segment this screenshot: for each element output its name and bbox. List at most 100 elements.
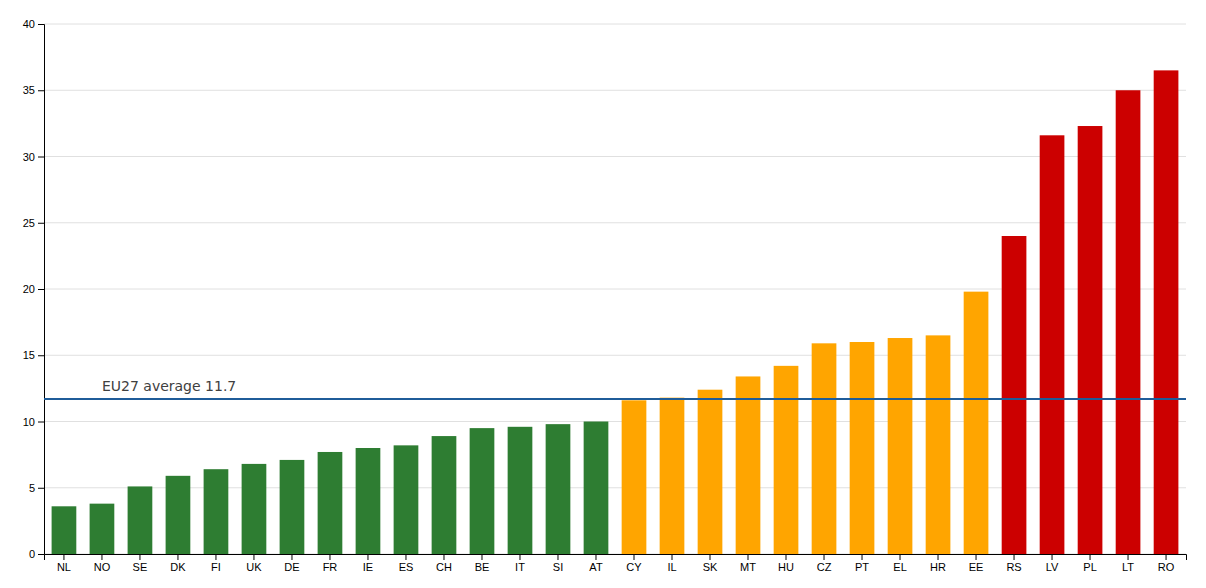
y-tick: 10 <box>23 416 44 428</box>
y-tick: 20 <box>23 283 44 295</box>
x-tick-label: NL <box>57 561 71 573</box>
y-tick: 40 <box>23 18 44 30</box>
x-tick: FI <box>211 554 221 573</box>
bar <box>964 292 989 554</box>
x-tick-label: IT <box>515 561 525 573</box>
x-tick: CY <box>626 554 642 573</box>
x-tick-mark <box>557 554 558 560</box>
y-tick: 30 <box>23 151 44 163</box>
x-tick-mark <box>710 554 711 560</box>
x-tick: RO <box>1158 554 1175 573</box>
y-tick-mark <box>38 488 44 489</box>
x-tick: RS <box>1006 554 1021 573</box>
x-tick-label: FI <box>211 561 221 573</box>
x-tick-label: NO <box>94 561 111 573</box>
x-tick: MT <box>740 554 756 573</box>
x-tick-mark <box>1090 554 1091 560</box>
x-tick-label: SK <box>703 561 718 573</box>
bar <box>280 460 305 554</box>
x-tick: DK <box>170 554 186 573</box>
average-line <box>44 398 1186 400</box>
x-tick-label: HU <box>778 561 794 573</box>
x-tick-label: MT <box>740 561 756 573</box>
y-tick-label: 40 <box>23 18 35 30</box>
x-tick-mark <box>748 554 749 560</box>
grid-line <box>44 24 1186 25</box>
y-tick-label: 25 <box>23 217 35 229</box>
chart: 0510152025303540NLNOSEDKFIUKDEFRIEESCHBE… <box>0 0 1206 588</box>
bar <box>1078 126 1103 554</box>
bar <box>622 400 647 554</box>
x-tick: EL <box>893 554 906 573</box>
x-tick: UK <box>246 554 262 573</box>
x-tick-mark <box>405 554 406 560</box>
x-tick-mark <box>291 554 292 560</box>
bar <box>394 445 419 554</box>
bar <box>584 422 609 555</box>
x-tick: CZ <box>817 554 832 573</box>
y-tick-label: 5 <box>29 482 35 494</box>
x-tick-label: LT <box>1122 561 1134 573</box>
x-tick-mark <box>519 554 520 560</box>
x-tick-label: SI <box>553 561 563 573</box>
x-tick: IE <box>363 554 373 573</box>
x-tick: NO <box>94 554 111 573</box>
y-tick: 0 <box>29 548 44 560</box>
y-tick-label: 35 <box>23 84 35 96</box>
bar <box>128 486 153 554</box>
y-tick-label: 20 <box>23 283 35 295</box>
x-tick-label: LV <box>1046 561 1059 573</box>
x-tick-mark <box>215 554 216 560</box>
bar <box>508 427 533 554</box>
x-tick: EE <box>969 554 984 573</box>
x-tick-label: AT <box>589 561 603 573</box>
marks <box>44 70 1186 554</box>
x-tick-mark <box>634 554 635 560</box>
bar <box>850 342 875 554</box>
x-tick: SE <box>133 554 148 573</box>
bar <box>736 376 761 554</box>
y-tick-label: 0 <box>29 548 35 560</box>
y-tick-mark <box>38 24 44 25</box>
average-label: EU27 average 11.7 <box>102 378 236 394</box>
y-tick-mark <box>38 90 44 91</box>
x-tick-mark <box>367 554 368 560</box>
bar <box>356 448 381 554</box>
x-tick-label: PL <box>1083 561 1096 573</box>
grid <box>44 24 1186 554</box>
x-tick-mark <box>101 554 102 560</box>
y-tick-label: 10 <box>23 416 35 428</box>
x-tick-label: BE <box>475 561 490 573</box>
x-tick: ES <box>399 554 414 573</box>
y-axis-line <box>38 25 45 555</box>
bar <box>432 436 457 554</box>
x-tick-label: EE <box>969 561 984 573</box>
grid-line <box>44 156 1186 157</box>
x-tick: BE <box>475 554 490 573</box>
bar <box>166 476 191 554</box>
x-tick: IL <box>667 554 676 573</box>
bar <box>90 504 115 554</box>
x-tick-mark <box>1166 554 1167 560</box>
grid-line <box>44 90 1186 91</box>
bar <box>698 390 723 554</box>
y-tick-mark <box>38 554 44 555</box>
x-tick-mark <box>253 554 254 560</box>
x-tick-mark <box>443 554 444 560</box>
x-tick-label: IL <box>667 561 676 573</box>
y-tick: 35 <box>23 84 44 96</box>
x-tick-label: FR <box>323 561 338 573</box>
x-tick-label: CZ <box>817 561 832 573</box>
x-tick-mark <box>177 554 178 560</box>
x-tick-mark <box>329 554 330 560</box>
x-tick: DE <box>284 554 299 573</box>
x-tick-mark <box>976 554 977 560</box>
x-tick-mark <box>938 554 939 560</box>
bar <box>660 398 685 554</box>
x-tick-mark <box>862 554 863 560</box>
x-tick: HU <box>778 554 794 573</box>
x-axis-line <box>45 555 1187 561</box>
x-tick-mark <box>1014 554 1015 560</box>
y-axis: 0510152025303540 <box>23 18 45 560</box>
x-tick: HR <box>930 554 946 573</box>
